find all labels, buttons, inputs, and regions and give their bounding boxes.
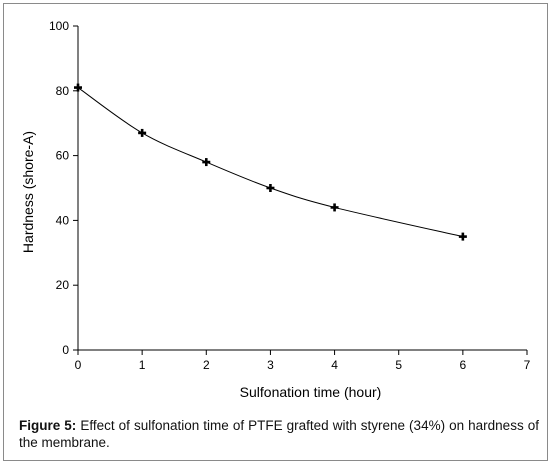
ticks: 0 1 2 3 4 5 6 7 0 20 40 60 80 100 [49, 19, 531, 372]
y-tick-label: 100 [49, 19, 69, 33]
figure-frame [3, 3, 548, 461]
x-tick-label: 2 [203, 358, 210, 372]
x-tick-label: 3 [267, 358, 274, 372]
data-point-marker [266, 184, 275, 192]
y-tick-label: 20 [56, 278, 70, 292]
x-tick-label: 0 [75, 358, 82, 372]
x-tick-label: 6 [460, 358, 467, 372]
figure-caption: Figure 5: Effect of sulfonation time of … [19, 417, 539, 451]
y-tick-label: 0 [62, 343, 69, 357]
caption-text: Effect of sulfonation time of PTFE graft… [19, 418, 539, 450]
chart: 0 1 2 3 4 5 6 7 0 20 40 60 80 100 Sulfonation time (h… [20, 19, 531, 400]
series-line [77, 87, 463, 238]
x-tick-label: 4 [331, 358, 338, 372]
axes [77, 26, 527, 351]
x-axis-label: Sulfonation time (hour) [240, 384, 382, 400]
data-point-marker [74, 83, 82, 92]
y-axis-label: Hardness (shore-A) [20, 131, 36, 253]
x-tick-label: 1 [139, 358, 146, 372]
y-tick-label: 80 [56, 84, 70, 98]
data-point-marker [138, 128, 147, 137]
data-point-marker [458, 232, 467, 241]
y-tick-label: 60 [56, 149, 70, 163]
data-point-marker [330, 203, 339, 212]
series-layer [74, 83, 467, 241]
data-point-marker [202, 158, 211, 167]
x-tick-label: 5 [395, 358, 402, 372]
x-tick-label: 7 [524, 358, 531, 372]
caption-label: Figure 5: [19, 418, 77, 433]
y-tick-label: 40 [56, 213, 70, 227]
